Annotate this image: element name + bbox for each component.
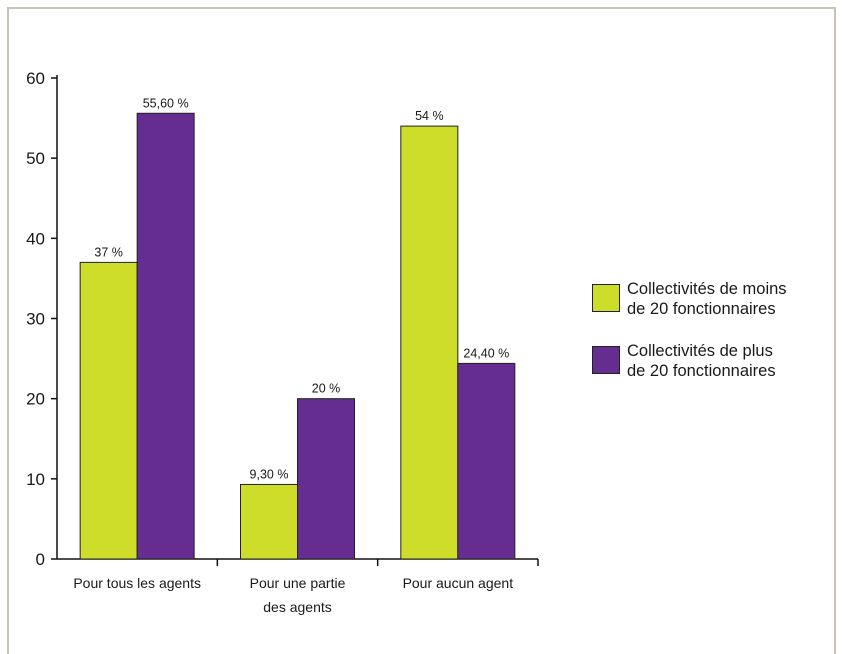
y-tick-label: 40 bbox=[26, 229, 45, 248]
legend-label-series-2: Collectivités de plus de 20 fonctionnair… bbox=[627, 342, 776, 380]
legend-item-series-1: Collectivités de moins de 20 fonctionnai… bbox=[592, 279, 832, 319]
x-category-label: des agents bbox=[263, 599, 332, 615]
bar-value-label: 24,40 % bbox=[463, 346, 509, 360]
y-tick-label: 0 bbox=[36, 550, 45, 569]
x-category-label: Pour une partie bbox=[250, 575, 346, 591]
y-tick-label: 20 bbox=[26, 390, 45, 409]
bar bbox=[457, 362, 516, 560]
bar bbox=[136, 112, 195, 560]
y-tick-label: 30 bbox=[26, 310, 45, 329]
legend-swatch-series-2 bbox=[592, 346, 620, 374]
legend-item-series-2: Collectivités de plus de 20 fonctionnair… bbox=[592, 341, 832, 381]
x-category-label: Pour aucun agent bbox=[403, 575, 514, 591]
y-tick-label: 50 bbox=[26, 149, 45, 168]
y-tick-label: 60 bbox=[26, 69, 45, 88]
bar-value-label: 55,60 % bbox=[143, 96, 189, 110]
bar bbox=[79, 261, 138, 560]
bar-value-label: 9,30 % bbox=[250, 467, 289, 481]
legend: Collectivités de moins de 20 fonctionnai… bbox=[592, 279, 832, 403]
x-category-label: Pour tous les agents bbox=[73, 575, 201, 591]
y-tick-label: 10 bbox=[26, 470, 45, 489]
bar-value-label: 37 % bbox=[94, 245, 123, 259]
legend-swatch-series-1 bbox=[592, 284, 620, 312]
bar-value-label: 54 % bbox=[415, 109, 444, 123]
legend-label-series-1: Collectivités de moins de 20 fonctionnai… bbox=[627, 280, 787, 318]
bar bbox=[240, 483, 298, 560]
bar bbox=[400, 125, 459, 560]
bar-value-label: 20 % bbox=[312, 382, 341, 396]
bar bbox=[297, 398, 355, 560]
